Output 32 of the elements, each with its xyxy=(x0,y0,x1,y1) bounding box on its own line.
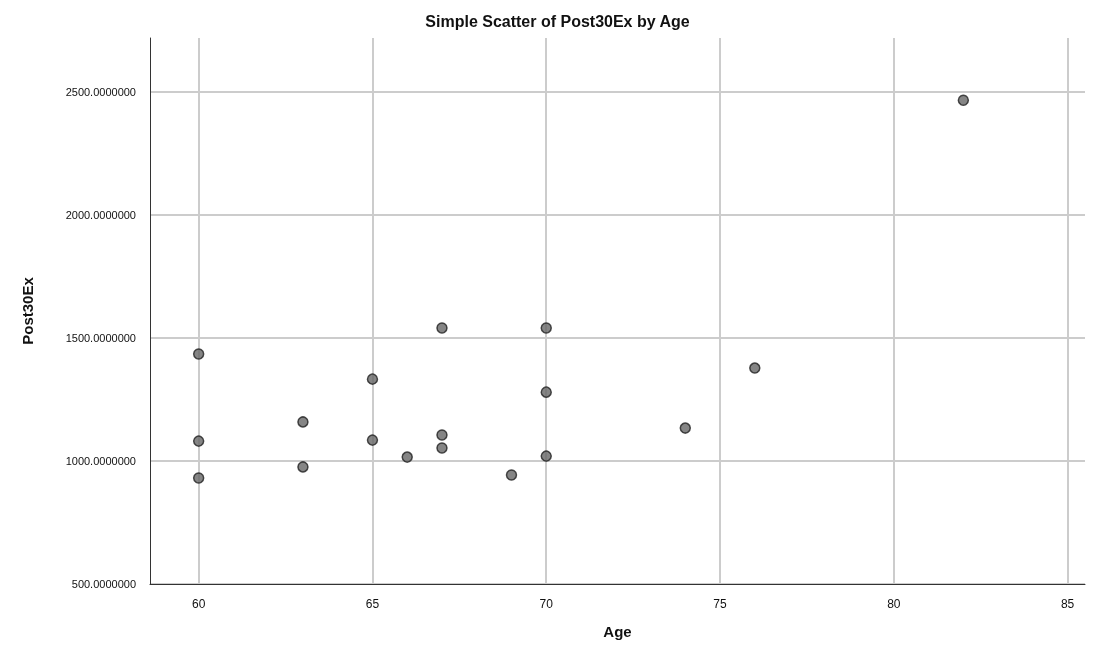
x-tick-label: 75 xyxy=(713,597,728,611)
y-tick-label: 2000.0000000 xyxy=(65,209,136,222)
point xyxy=(679,422,692,434)
y-axis-title: Post30Ex xyxy=(19,276,36,345)
point xyxy=(366,373,379,385)
point xyxy=(366,434,379,446)
point xyxy=(192,472,205,484)
x-tick-label: 60 xyxy=(191,597,206,611)
point xyxy=(297,416,309,428)
point xyxy=(436,429,448,441)
y-tick-label: 1500.0000000 xyxy=(65,332,136,345)
chart-title: Simple Scatter of Post30Ex by Age xyxy=(425,12,690,30)
y-tick-label: 1000.0000000 xyxy=(65,455,136,468)
point xyxy=(505,469,518,481)
point xyxy=(540,386,552,398)
y-tick-label: 2500.0000000 xyxy=(65,86,136,99)
point xyxy=(540,322,552,334)
point xyxy=(192,348,205,360)
point xyxy=(957,94,970,106)
point xyxy=(436,442,448,454)
point xyxy=(401,451,413,463)
point xyxy=(297,461,309,473)
x-tick-label: 65 xyxy=(365,597,380,611)
point xyxy=(749,362,761,374)
point xyxy=(192,435,205,447)
x-tick-label: 85 xyxy=(1060,597,1075,611)
point xyxy=(540,450,552,462)
x-axis-title: Age xyxy=(603,623,632,640)
point xyxy=(436,322,448,334)
x-tick-label: 70 xyxy=(539,597,554,611)
y-tick-label: 500.0000000 xyxy=(71,578,136,590)
x-tick-label: 80 xyxy=(887,597,901,611)
